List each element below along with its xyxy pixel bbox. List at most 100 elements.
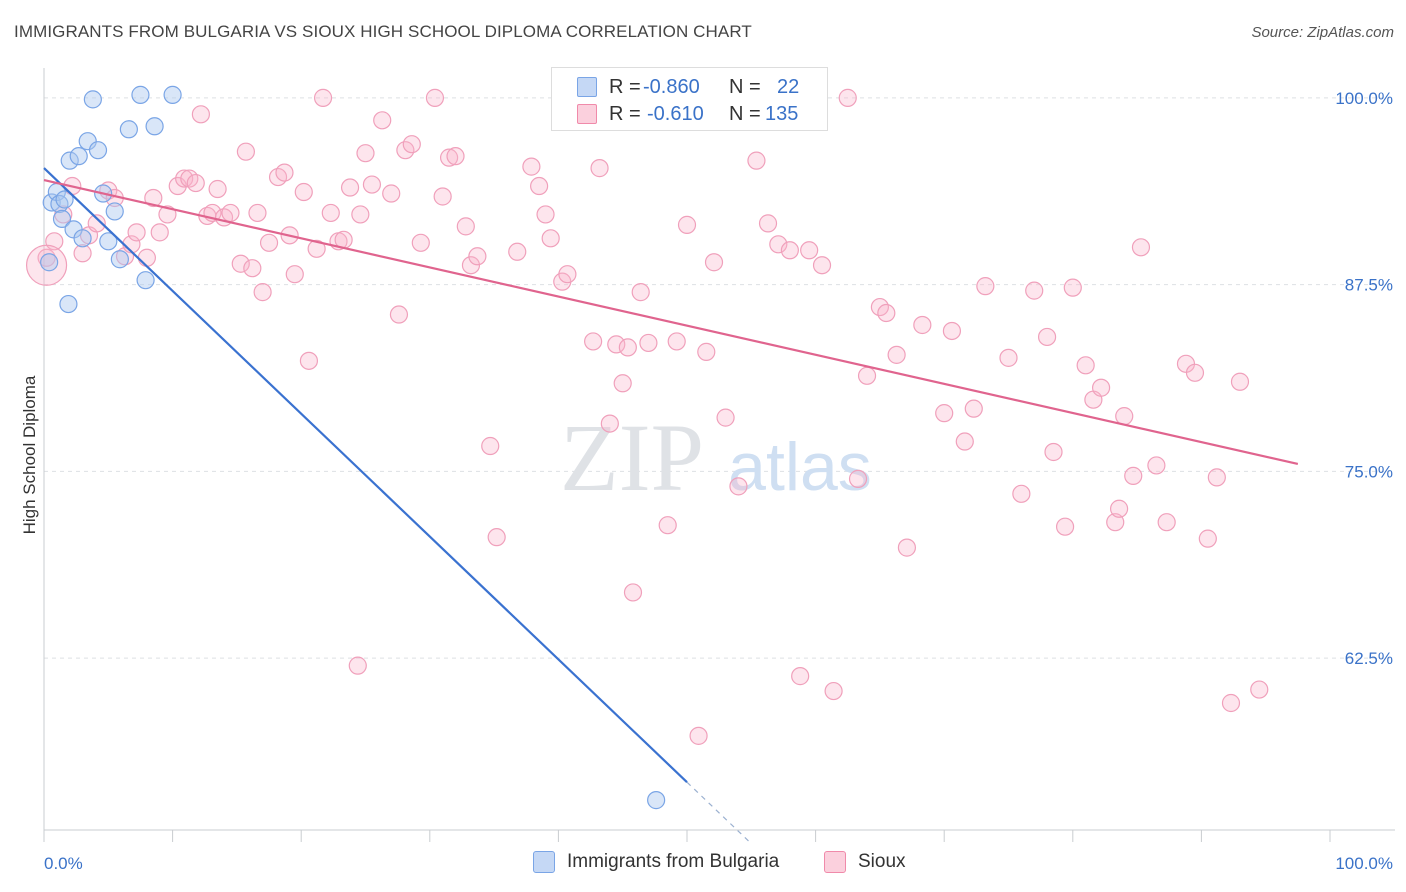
- sioux-point: [137, 248, 156, 267]
- sioux-point: [769, 235, 788, 254]
- legend-item-bulgaria[interactable]: Immigrants from Bulgaria: [533, 851, 779, 873]
- x-tick-label: 0.0%: [44, 854, 83, 873]
- sioux-point: [87, 214, 106, 233]
- legend-item-sioux[interactable]: Sioux: [824, 851, 906, 873]
- sioux-point: [411, 233, 430, 252]
- sioux-point: [1131, 238, 1151, 257]
- source-label: Source: ZipAtlas.com: [1251, 24, 1394, 41]
- bulgaria-point: [40, 253, 59, 272]
- bulgaria-point: [136, 271, 155, 290]
- sioux-point: [468, 247, 487, 266]
- sioux-point: [999, 348, 1018, 367]
- sioux-point: [1157, 513, 1176, 532]
- bulgaria-point: [83, 90, 102, 109]
- bulgaria-trend-line: [43, 167, 688, 783]
- sioux-point: [1091, 378, 1111, 397]
- sioux-point: [530, 176, 549, 196]
- bulgaria-points: [40, 85, 666, 810]
- bulgaria-point: [59, 294, 78, 314]
- legend-label-bulgaria: Immigrants from Bulgaria: [567, 851, 780, 872]
- sioux-point: [362, 175, 382, 194]
- sioux-point: [294, 182, 313, 202]
- sioux-point: [456, 217, 475, 236]
- sioux-point: [607, 335, 626, 354]
- bulgaria-point: [105, 202, 124, 221]
- n-value: 135: [765, 102, 799, 125]
- sioux-point: [800, 241, 819, 260]
- sioux-point: [231, 254, 250, 273]
- sioux-point: [1250, 680, 1269, 699]
- r-value: -0.860: [643, 75, 700, 98]
- sioux-point: [150, 223, 169, 242]
- sioux-point: [208, 179, 227, 199]
- bulgaria-point: [78, 132, 97, 151]
- y-tick-label: 100.0%: [1335, 89, 1393, 108]
- sioux-point: [1044, 442, 1063, 462]
- sioux-point: [402, 135, 421, 154]
- legend-label-sioux: Sioux: [858, 851, 906, 872]
- sioux-point: [1124, 466, 1143, 485]
- sioux-point: [791, 667, 810, 686]
- bulgaria-trend-extension: [686, 781, 752, 845]
- sioux-point: [253, 283, 272, 302]
- sioux-point: [175, 169, 194, 188]
- bulgaria-point: [131, 85, 150, 104]
- sioux-point: [425, 88, 445, 107]
- bulgaria-point: [110, 250, 129, 269]
- sioux-point: [1063, 278, 1082, 297]
- sioux-point: [321, 203, 340, 223]
- sioux-point: [1230, 372, 1250, 391]
- sioux-point: [389, 305, 409, 324]
- sioux-point: [631, 283, 650, 302]
- sioux-point: [716, 408, 735, 427]
- r-value: -0.610: [647, 102, 704, 125]
- sioux-trend-line: [43, 178, 1299, 466]
- sioux-point: [243, 259, 262, 278]
- sioux-point: [639, 333, 658, 353]
- series-legend: Immigrants from Bulgaria Sioux: [0, 851, 1406, 879]
- n-value: 22: [777, 75, 800, 98]
- sioux-point: [623, 583, 643, 602]
- sioux-point: [689, 726, 708, 745]
- x-tick-label: 100.0%: [1335, 854, 1393, 873]
- sioux-point: [976, 277, 995, 296]
- sioux-point: [1221, 693, 1241, 713]
- bulgaria-point: [88, 141, 108, 160]
- sioux-point: [1198, 529, 1217, 548]
- sioux-points: [25, 87, 1269, 745]
- sioux-point: [348, 656, 367, 675]
- sioux-point: [275, 163, 294, 182]
- bulgaria-point: [69, 147, 88, 166]
- sioux-point: [144, 188, 163, 208]
- sioux-point: [1207, 468, 1226, 487]
- bulgaria-point: [99, 232, 118, 251]
- legend-swatch-sioux: [824, 851, 846, 873]
- axes: [43, 68, 1395, 842]
- sioux-point: [1106, 513, 1125, 532]
- stats-row-bulgaria: R = -0.860 N = 22: [552, 74, 799, 100]
- sioux-point: [299, 351, 319, 370]
- sioux-point: [857, 366, 877, 385]
- sioux-point: [191, 105, 210, 124]
- sioux-point: [340, 178, 360, 197]
- sioux-point: [508, 242, 527, 261]
- legend-swatch-bulgaria: [533, 851, 555, 873]
- bulgaria-point: [60, 151, 79, 170]
- sioux-point: [913, 315, 932, 335]
- bulgaria-point: [73, 229, 92, 248]
- sioux-point: [848, 469, 868, 488]
- sioux-point: [935, 404, 954, 423]
- sioux-point: [758, 214, 778, 233]
- sioux-point: [667, 332, 686, 351]
- sioux-point: [313, 88, 333, 107]
- sioux-point: [877, 303, 896, 323]
- sioux-point: [964, 399, 983, 418]
- sioux-point: [285, 265, 304, 284]
- sioux-point: [824, 681, 843, 701]
- sioux-point: [942, 321, 962, 341]
- sioux-point: [439, 148, 459, 167]
- bulgaria-point: [119, 120, 138, 139]
- tick-labels: 62.5% 75.0% 87.5% 100.0% 0.0% 100.0%: [44, 89, 1393, 873]
- sioux-point: [747, 151, 766, 170]
- y-tick-label: 62.5%: [1345, 649, 1393, 668]
